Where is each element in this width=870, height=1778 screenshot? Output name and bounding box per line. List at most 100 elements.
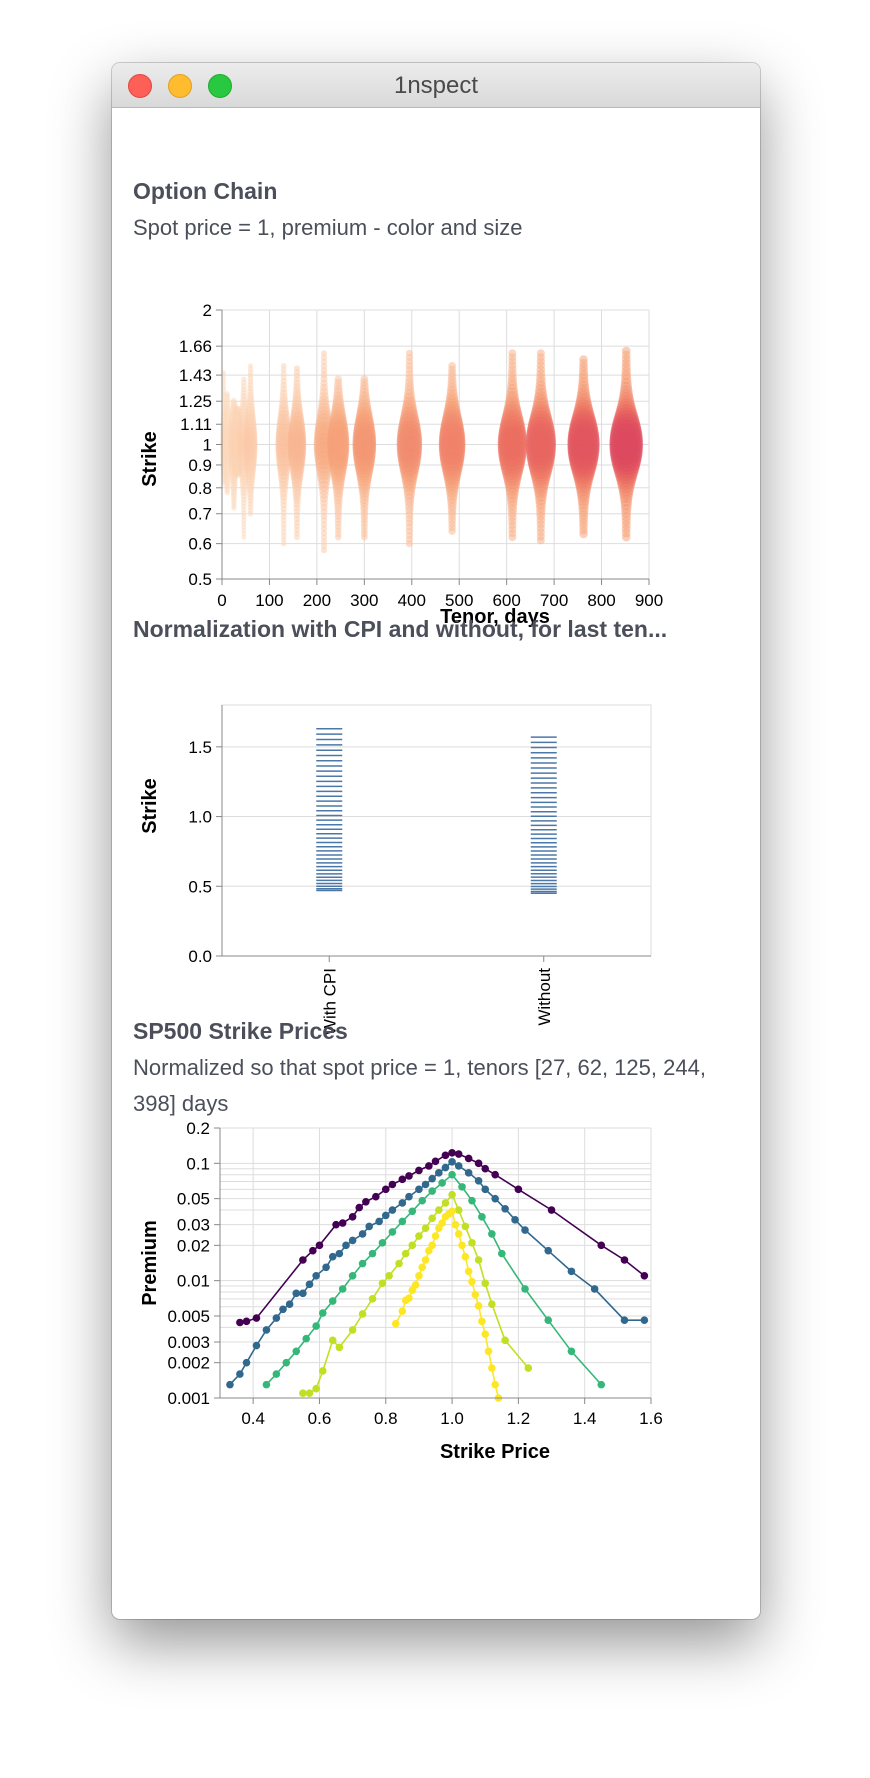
- sp500-axes: 0.4 0.6 0.8 1.0 1.2 1.4 1.6 0.001 0.002 0.003 0.00…: [167, 1119, 662, 1428]
- option-point: [280, 537, 287, 543]
- series-point: [438, 1219, 446, 1227]
- y-tick-label: 0.8: [188, 479, 212, 498]
- minimize-window-button[interactable]: [168, 74, 192, 98]
- option-point: [241, 527, 247, 533]
- series-point: [262, 1380, 271, 1389]
- series-point: [365, 1222, 373, 1231]
- series-point: [411, 1281, 420, 1289]
- option-point: [609, 427, 644, 461]
- series-point: [368, 1249, 377, 1258]
- series-point: [491, 1194, 499, 1203]
- series-point: [262, 1326, 271, 1334]
- close-window-button[interactable]: [128, 74, 152, 98]
- sp500-chart: 0.4 0.6 0.8 1.0 1.2 1.4 1.6 0.001 0.002 0.003 0.00…: [139, 1119, 663, 1463]
- series-point: [488, 1230, 496, 1238]
- option-point: [241, 531, 247, 537]
- series-point: [315, 1241, 324, 1250]
- series-point: [471, 1290, 480, 1299]
- series-point: [458, 1183, 466, 1191]
- normalization-chart: 0.0 0.5 1.0 1.5 With CPI Without Strike: [139, 704, 652, 1035]
- series-point: [488, 1300, 496, 1309]
- series-point: [312, 1272, 320, 1280]
- option-chain-y-axis-title: Strike: [139, 431, 161, 487]
- series-point: [428, 1241, 436, 1250]
- series-point: [478, 1317, 486, 1326]
- series-point: [544, 1316, 553, 1325]
- series-point: [368, 1295, 377, 1303]
- y-tick-label: 0.02: [177, 1236, 210, 1255]
- option-point: [280, 533, 287, 539]
- series-point: [501, 1336, 509, 1345]
- series-point: [418, 1263, 427, 1272]
- x-tick-label: 400: [398, 591, 426, 610]
- series-point: [491, 1170, 499, 1179]
- series-point: [342, 1241, 350, 1250]
- series-point: [292, 1289, 301, 1298]
- series-point: [348, 1326, 357, 1334]
- series-point: [478, 1213, 486, 1221]
- option-chain-axes: 0 100 200 300 400 500 600 700 800 900 0.5 0.6 0.7 0.8…: [179, 301, 663, 610]
- x-tick-label: 300: [350, 591, 378, 610]
- series-point: [405, 1294, 413, 1302]
- option-point: [241, 534, 247, 540]
- series-point: [544, 1246, 553, 1255]
- series-point: [524, 1364, 533, 1372]
- plot-frame: [221, 704, 652, 957]
- series-point: [388, 1180, 397, 1189]
- series-point: [362, 1197, 370, 1206]
- normalization-y-axis-title: Strike: [139, 778, 161, 834]
- sp500-title: SP500 Strike Prices: [133, 1018, 348, 1044]
- series-point: [272, 1314, 281, 1322]
- series-point: [454, 1206, 463, 1214]
- series-point: [391, 1319, 400, 1328]
- series-point: [547, 1206, 556, 1214]
- option-chain-title: Option Chain: [133, 178, 278, 204]
- series-line: [394, 1209, 500, 1399]
- option-point: [320, 547, 328, 554]
- sp500-subtitle: Normalized so that spot price = 1, tenor…: [133, 1055, 706, 1116]
- series-point: [421, 1224, 430, 1232]
- option-point: [280, 525, 287, 531]
- sp500-gridlines: [220, 1127, 652, 1399]
- series-point: [481, 1185, 490, 1194]
- series-point: [415, 1272, 423, 1280]
- series-point: [511, 1216, 519, 1224]
- series-point: [279, 1305, 287, 1314]
- y-tick-label: 1: [203, 436, 212, 455]
- x-tick-label: 600: [492, 591, 520, 610]
- series-point: [418, 1196, 427, 1205]
- series-point: [388, 1228, 397, 1236]
- normalization-marks: [316, 727, 557, 894]
- series-point: [448, 1190, 456, 1199]
- option-point: [280, 529, 287, 535]
- series-point: [405, 1192, 413, 1201]
- series-point: [474, 1302, 483, 1310]
- series-point: [338, 1285, 347, 1293]
- y-tick-label: 1.11: [180, 415, 212, 434]
- series-point: [398, 1199, 407, 1207]
- series-point: [252, 1341, 261, 1350]
- series-point: [481, 1279, 490, 1288]
- title-bar[interactable]: 1nspect: [112, 63, 760, 108]
- zoom-window-button[interactable]: [208, 74, 232, 98]
- series-point: [312, 1322, 320, 1330]
- series-point: [441, 1163, 450, 1172]
- window-content: Option Chain Spot price = 1, premium - c…: [112, 108, 760, 1619]
- x-tick-label: 800: [587, 591, 615, 610]
- series-point: [309, 1246, 317, 1255]
- option-chain-marks: [220, 346, 644, 554]
- series-point: [415, 1185, 423, 1194]
- option-point: [567, 426, 600, 460]
- series-point: [597, 1241, 606, 1250]
- y-tick-label: 2: [203, 301, 212, 320]
- option-point: [320, 542, 328, 549]
- series-point: [355, 1203, 364, 1212]
- series-point: [398, 1217, 407, 1226]
- series-line: [239, 1151, 645, 1324]
- series-point: [378, 1239, 387, 1247]
- series-point: [299, 1289, 307, 1298]
- y-tick-label: 0.05: [177, 1190, 210, 1209]
- series-point: [488, 1364, 496, 1372]
- x-tick-label: Without: [535, 968, 554, 1026]
- series-point: [252, 1314, 261, 1322]
